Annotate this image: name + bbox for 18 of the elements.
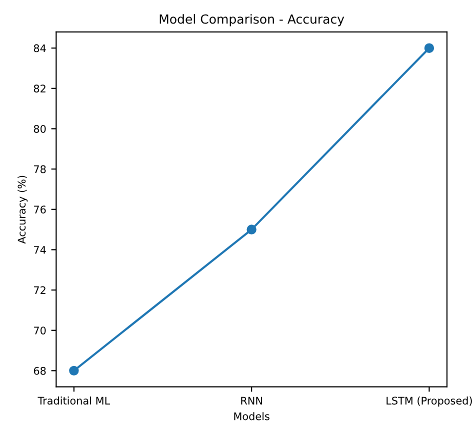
y-tick-label: 80 — [34, 124, 46, 133]
point — [69, 366, 79, 376]
point — [424, 43, 434, 53]
chart-title: Model Comparison - Accuracy — [160, 14, 344, 26]
y-tick-label: 84 — [34, 44, 46, 52]
y-axis-title: Accuracy (%) — [18, 176, 28, 244]
x-tick-label: RNN — [241, 396, 262, 404]
y-tick-label: 70 — [34, 326, 46, 334]
y-tick-label: 76 — [34, 206, 46, 214]
x-tick-label: Traditional ML — [38, 396, 110, 405]
y-tick-label: 72 — [34, 286, 46, 294]
point — [246, 224, 256, 234]
x-axis-title: Models — [234, 412, 270, 420]
y-tick-label: 78 — [34, 165, 46, 174]
x-tick-label: LSTM (Proposed) — [386, 396, 472, 407]
y-tick-label: 82 — [34, 84, 46, 93]
y-tick-label: 74 — [34, 246, 46, 254]
y-tick-label: 68 — [34, 366, 46, 375]
